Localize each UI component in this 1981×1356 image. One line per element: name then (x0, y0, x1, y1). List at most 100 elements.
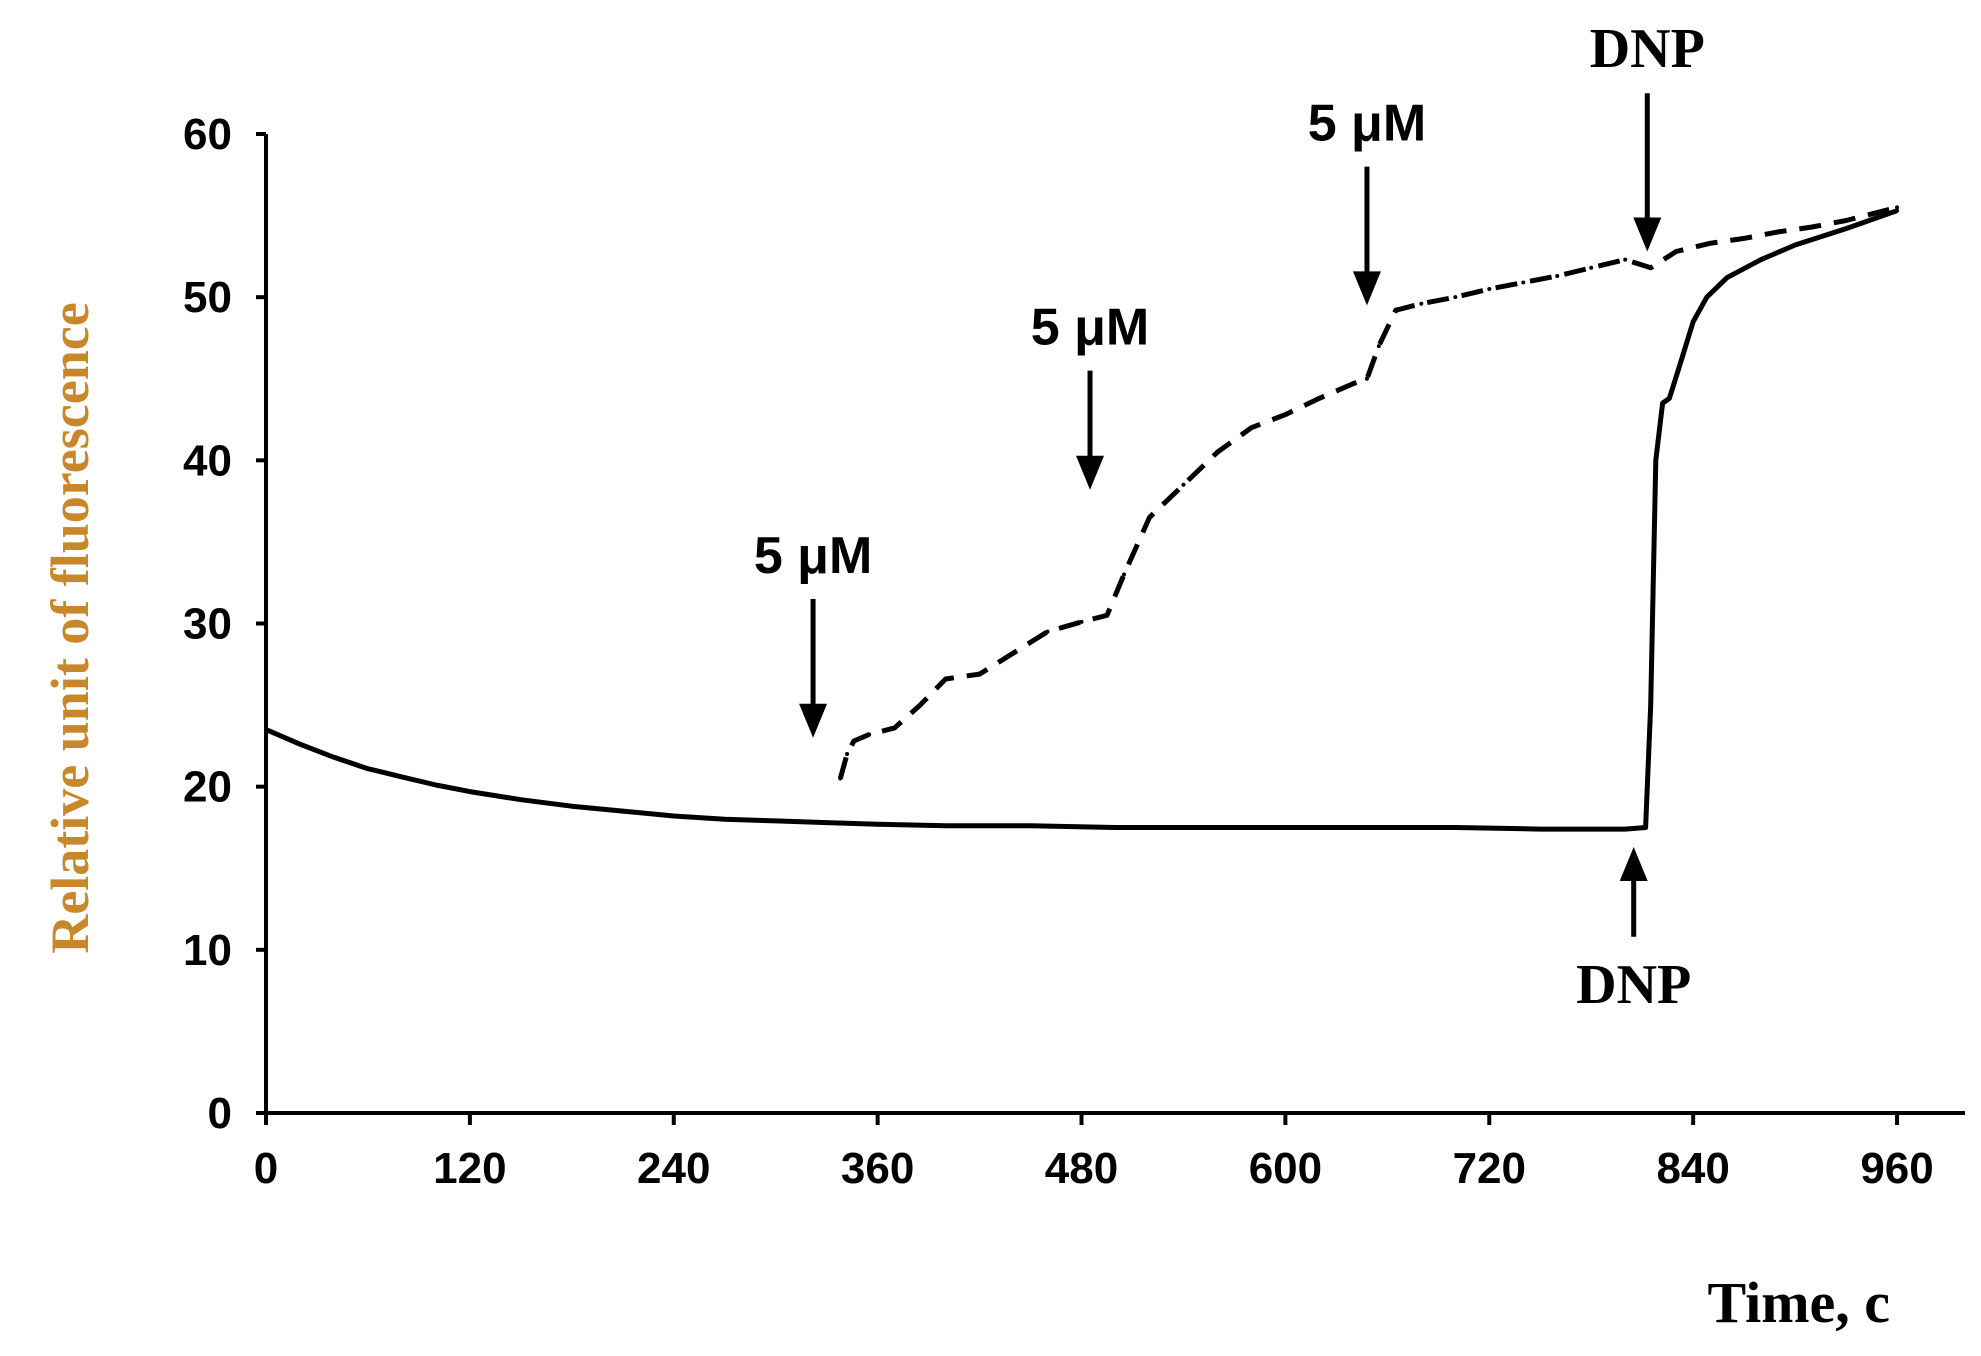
annotation-label: 5 μM (1031, 299, 1150, 357)
series-point (1028, 823, 1033, 828)
series-line-dashed (837, 204, 1898, 780)
series-point (1215, 450, 1220, 455)
series-point (1653, 458, 1658, 463)
x-axis-title: Time, c (1707, 1270, 1890, 1335)
series-point (1810, 225, 1815, 230)
series-point (1079, 619, 1084, 624)
y-ticks: 0 10 20 30 40 50 60 (183, 110, 266, 1138)
series-point (1105, 613, 1110, 618)
y-tick-label: 50 (183, 273, 232, 322)
series-point (1121, 572, 1126, 577)
series-point (977, 672, 982, 677)
series-point (838, 776, 843, 781)
series-point (824, 820, 829, 825)
series-point (1648, 703, 1653, 708)
series-point (1742, 236, 1747, 241)
y-tick-label: 0 (208, 1089, 232, 1138)
series-point (722, 817, 727, 822)
series-point (918, 703, 923, 708)
series-point (1147, 515, 1152, 520)
annotation-label: DNP (1576, 954, 1691, 1016)
series-point (1249, 425, 1254, 430)
annotation-arrow: 5 μM (1308, 95, 1427, 306)
series-point (264, 727, 268, 732)
series-point (1895, 205, 1900, 210)
annotation-label: DNP (1590, 18, 1705, 80)
series-point (1198, 825, 1203, 830)
y-axis-title: Relative unit of fluorescence (40, 302, 100, 953)
arrow-head (1352, 271, 1381, 306)
series-point (1368, 825, 1373, 830)
series-point (1045, 629, 1050, 634)
annotation-arrow: DNP (1590, 18, 1705, 252)
annotation-layer: 5 μM 5 μM 5 μM DNP DNP (754, 18, 1705, 1016)
series-point (943, 823, 948, 828)
x-tick-label: 720 (1453, 1144, 1526, 1193)
series-point (1283, 412, 1288, 417)
series-point (1393, 308, 1398, 313)
series-point (620, 809, 625, 814)
series-point (1776, 229, 1781, 234)
series-point (1725, 275, 1730, 280)
x-tick-label: 960 (1860, 1144, 1933, 1193)
series-point (1453, 295, 1458, 300)
series-point (1643, 825, 1648, 830)
series-point (1708, 241, 1713, 246)
x-tick-label: 0 (254, 1144, 278, 1193)
series-point (875, 822, 880, 827)
x-tick-label: 240 (637, 1144, 710, 1193)
series-point (1660, 401, 1665, 406)
series-point (1011, 650, 1016, 655)
arrow-head (1076, 455, 1105, 490)
series-point (1648, 265, 1653, 270)
y-tick-label: 40 (183, 436, 232, 485)
series-point (867, 732, 872, 737)
annotation-arrow: DNP (1576, 847, 1691, 1016)
series-point (1691, 319, 1696, 324)
x-tick-label: 360 (841, 1144, 914, 1193)
arrow-head (799, 703, 828, 738)
series-point (1487, 287, 1492, 292)
series-point (1759, 257, 1764, 262)
series-point (1677, 363, 1682, 368)
x-tick-label: 480 (1045, 1144, 1118, 1193)
arrow-head (1633, 217, 1662, 252)
series-point (297, 742, 302, 747)
series-point (1113, 825, 1118, 830)
series-point (773, 818, 778, 823)
series-point (569, 804, 574, 809)
annotation-arrow: 5 μM (1031, 299, 1150, 490)
series-point (1364, 376, 1369, 381)
series-point (1283, 825, 1288, 830)
annotation-label: 5 μM (754, 527, 873, 585)
series-point (943, 676, 948, 681)
series-point (1589, 265, 1594, 270)
series-point (399, 774, 404, 779)
y-tick-label: 10 (183, 926, 232, 975)
y-tick-label: 30 (183, 600, 232, 649)
series-point (365, 766, 370, 771)
series-point (1793, 242, 1798, 247)
x-tick-label: 120 (433, 1144, 506, 1193)
series-point (1844, 218, 1849, 223)
series-layer (264, 204, 1900, 832)
series-point (433, 783, 438, 788)
y-tick-label: 60 (183, 110, 232, 159)
series-point (1419, 301, 1424, 306)
x-tick-label: 840 (1656, 1144, 1729, 1193)
arrow-head (1619, 847, 1648, 882)
series-point (331, 755, 336, 760)
series-point (1351, 381, 1356, 386)
series-point (1555, 273, 1560, 278)
series-point (1623, 827, 1628, 832)
series-point (1453, 825, 1458, 830)
series-point (1704, 295, 1709, 300)
series-point (1844, 226, 1849, 231)
series-point (1667, 396, 1672, 401)
series-point (671, 814, 676, 819)
annotation-label: 5 μM (1308, 95, 1427, 153)
series-point (467, 789, 472, 794)
series-point (851, 738, 856, 743)
